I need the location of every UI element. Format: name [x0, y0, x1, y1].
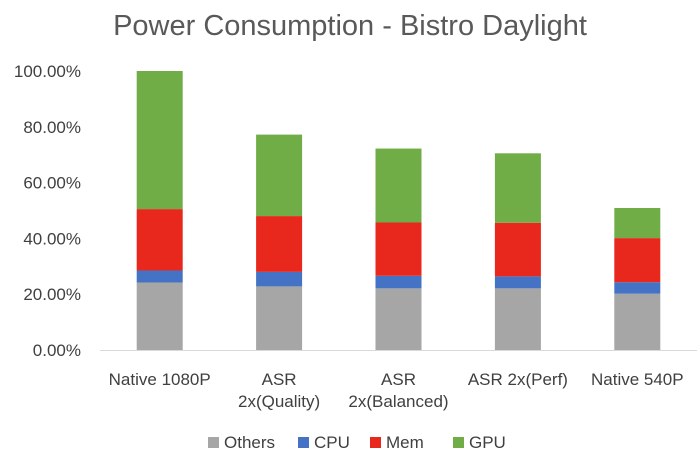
- bar-segment-cpu: [494, 276, 541, 289]
- y-tick-label: 20.00%: [23, 285, 81, 304]
- x-tick-label: ASR 2x(Perf): [468, 370, 568, 389]
- legend-item: Others: [208, 433, 275, 452]
- chart-title: Power Consumption - Bistro Daylight: [113, 10, 587, 42]
- bar-stack: [256, 134, 303, 350]
- bar-stack: [136, 71, 183, 350]
- bar-segment-others: [494, 288, 541, 350]
- bar-segment-gpu: [614, 207, 661, 239]
- x-tick-label: ASR: [381, 370, 416, 389]
- bar-segment-others: [136, 282, 183, 350]
- x-tick-label: 2x(Balanced): [348, 392, 448, 411]
- bar-segment-others: [256, 286, 303, 350]
- y-axis: 0.00% 20.00% 40.00% 60.00% 80.00% 100.00%: [14, 62, 81, 360]
- legend-item: GPU: [453, 433, 506, 452]
- bar-segment-cpu: [136, 270, 183, 283]
- x-tick-label: ASR: [262, 370, 297, 389]
- y-tick-label: 80.00%: [23, 118, 81, 137]
- legend-label: CPU: [314, 433, 350, 452]
- legend-swatch: [208, 437, 219, 448]
- y-tick-label: 0.00%: [33, 341, 81, 360]
- legend-swatch: [370, 437, 381, 448]
- bar-segment-mem: [494, 222, 541, 277]
- x-tick-label: 2x(Quality): [238, 392, 320, 411]
- x-axis-labels: Native 1080P ASR 2x(Quality) ASR 2x(Balanced…: [109, 370, 684, 411]
- legend: Others CPU Mem GPU: [208, 433, 506, 452]
- bar-segment-gpu: [136, 71, 183, 210]
- legend-label: GPU: [469, 433, 506, 452]
- legend-label: Mem: [386, 433, 424, 452]
- bar-segment-mem: [136, 209, 183, 271]
- bar-segment-cpu: [375, 275, 422, 289]
- bar-segment-cpu: [614, 282, 661, 294]
- x-tick-label: Native 540P: [591, 370, 684, 389]
- legend-label: Others: [224, 433, 275, 452]
- bar-stack: [375, 148, 422, 350]
- bar-segment-gpu: [375, 148, 422, 223]
- y-tick-label: 60.00%: [23, 174, 81, 193]
- bar-segment-mem: [256, 216, 303, 272]
- legend-swatch: [298, 437, 309, 448]
- legend-item: Mem: [370, 433, 424, 452]
- bar-segment-cpu: [256, 271, 303, 287]
- legend-swatch: [453, 437, 464, 448]
- bar-stack: [494, 153, 541, 350]
- bars: [136, 71, 661, 350]
- bar-segment-others: [375, 288, 422, 350]
- y-tick-label: 40.00%: [23, 229, 81, 248]
- bar-segment-mem: [375, 222, 422, 276]
- x-tick-label: Native 1080P: [109, 370, 211, 389]
- legend-item: CPU: [298, 433, 350, 452]
- bar-segment-others: [614, 293, 661, 350]
- bar-segment-mem: [614, 238, 661, 283]
- y-tick-label: 100.00%: [14, 62, 81, 81]
- bar-segment-gpu: [256, 134, 303, 217]
- bar-stack: [614, 207, 661, 350]
- bar-segment-gpu: [494, 153, 541, 223]
